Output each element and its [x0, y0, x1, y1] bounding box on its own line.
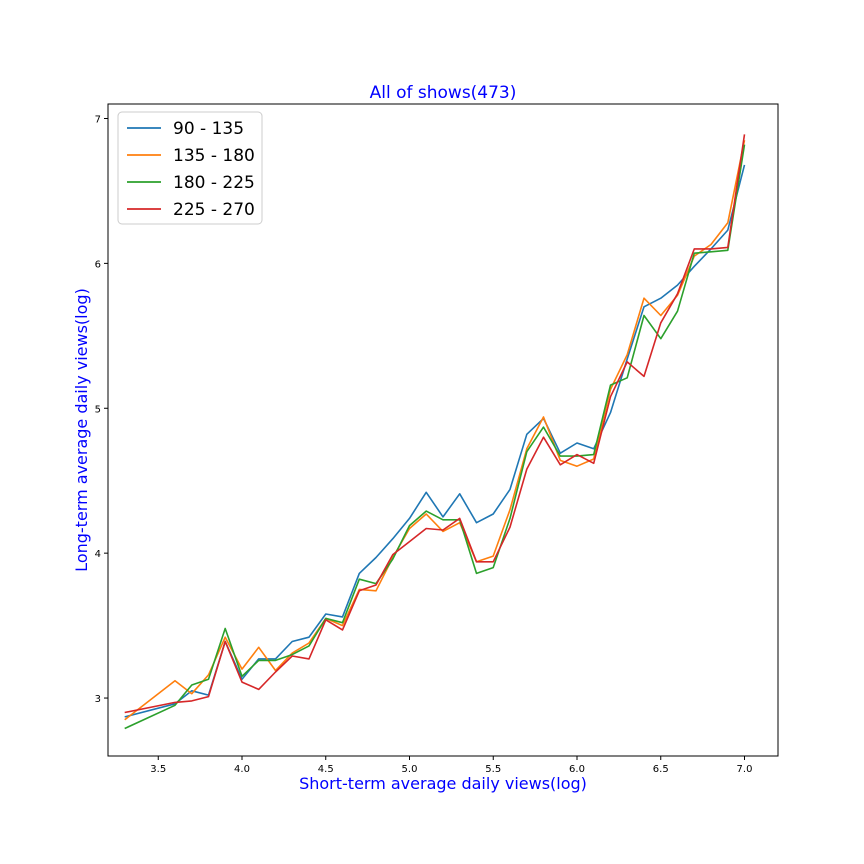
series-line-4 — [124, 134, 746, 714]
x-axis: 3.5 4.0 4.5 5.0 5.5 6.0 6.5 7.0 — [150, 756, 752, 775]
y-tick-label: 4 — [95, 549, 101, 560]
legend-label: 180 - 225 — [173, 173, 255, 193]
x-tick-label: 6.5 — [653, 764, 669, 775]
legend-label: 135 - 180 — [173, 146, 255, 166]
legend: 90 - 135 135 - 180 180 - 225 225 - 270 — [117, 111, 263, 225]
series-line-3 — [124, 144, 746, 730]
x-tick-label: 5.0 — [402, 764, 418, 775]
y-tick-label: 6 — [95, 259, 101, 270]
chart-title: All of shows(473) — [370, 83, 517, 103]
x-tick-label: 3.5 — [150, 764, 166, 775]
x-tick-label: 5.5 — [485, 764, 501, 775]
series-line-2 — [124, 140, 746, 721]
legend-label: 90 - 135 — [173, 119, 244, 139]
y-axis: 3 4 5 6 7 — [95, 114, 108, 705]
x-tick-label: 7.0 — [737, 764, 753, 775]
y-tick-label: 5 — [95, 404, 101, 415]
x-tick-label: 4.0 — [234, 764, 250, 775]
y-tick-label: 3 — [95, 694, 101, 705]
x-tick-label: 4.5 — [318, 764, 334, 775]
y-axis-label: Long-term average daily views(log) — [72, 288, 91, 572]
y-tick-label: 7 — [95, 114, 101, 125]
x-tick-label: 6.0 — [569, 764, 585, 775]
legend-label: 225 - 270 — [173, 200, 255, 220]
plot-frame — [107, 103, 779, 757]
legend-box — [117, 111, 263, 225]
x-axis-label: Short-term average daily views(log) — [299, 774, 587, 793]
series-layer — [124, 134, 746, 730]
